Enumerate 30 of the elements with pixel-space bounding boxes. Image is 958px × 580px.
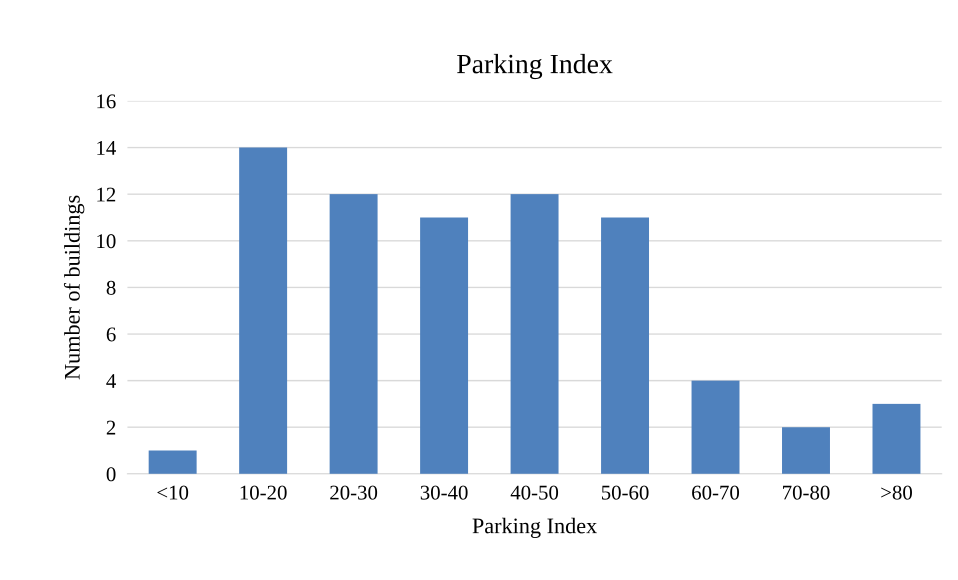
x-tick-label: 10-20 <box>240 486 287 500</box>
y-tick-label: 10 <box>97 234 116 248</box>
bar <box>330 194 378 474</box>
bar <box>510 194 559 474</box>
x-axis-title: Parking Index <box>472 518 597 538</box>
bar <box>782 427 830 474</box>
chart-title: Parking Index <box>457 54 613 80</box>
bar <box>148 450 197 474</box>
x-tick-label: >80 <box>881 486 912 500</box>
x-tick-label: 50-60 <box>602 486 649 500</box>
x-tick-label: 40-50 <box>510 486 558 500</box>
bar <box>872 404 920 474</box>
y-tick-label: 0 <box>106 467 116 482</box>
x-tick-label: 20-30 <box>330 486 378 500</box>
y-tick-label: 12 <box>97 188 116 202</box>
bar <box>420 217 468 474</box>
y-tick-label: 6 <box>106 327 116 342</box>
bar <box>601 217 650 474</box>
y-tick-label: 16 <box>97 94 116 108</box>
y-tick-label: 2 <box>106 420 116 434</box>
y-tick-label: 4 <box>106 374 116 388</box>
x-tick-label: 70-80 <box>783 486 830 500</box>
bar <box>239 148 288 474</box>
x-tick-label: 30-40 <box>420 486 468 500</box>
bar <box>692 380 740 474</box>
y-tick-label: 8 <box>106 280 116 295</box>
x-tick-label: <10 <box>157 486 188 500</box>
y-tick-label: 14 <box>97 141 116 155</box>
x-tick-label: 60-70 <box>692 486 740 500</box>
y-axis-title: Number of buildings <box>64 196 84 380</box>
